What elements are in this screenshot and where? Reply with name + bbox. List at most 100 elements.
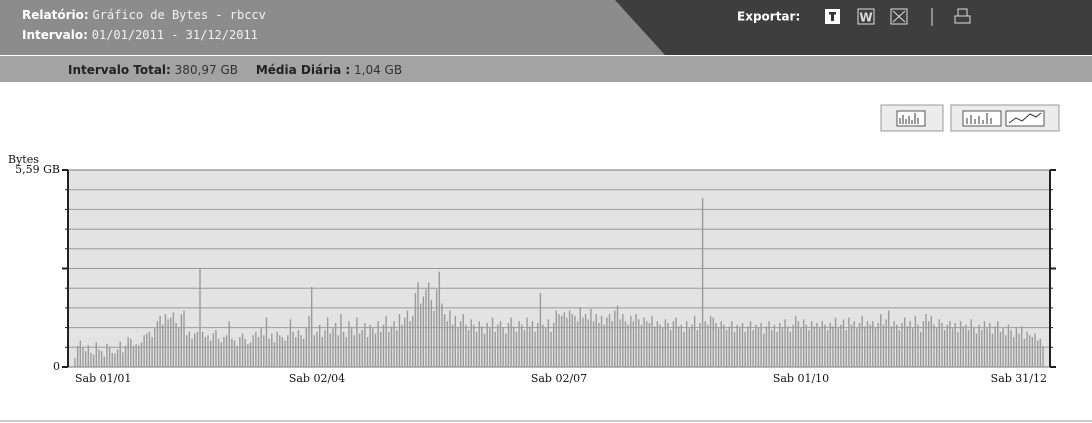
bar xyxy=(880,314,882,367)
bar xyxy=(739,328,741,367)
bar xyxy=(337,335,339,367)
bar xyxy=(978,324,980,367)
bar xyxy=(603,324,605,367)
bar xyxy=(802,319,805,367)
bar xyxy=(241,333,244,367)
bar xyxy=(454,315,456,367)
bar xyxy=(904,317,906,367)
bar xyxy=(374,333,377,367)
total-value: 380,97 GB xyxy=(175,63,238,77)
bar xyxy=(284,340,286,367)
bar xyxy=(1013,337,1015,367)
bar xyxy=(582,317,584,367)
bar xyxy=(507,322,510,367)
bar xyxy=(731,321,733,367)
export-excel[interactable] xyxy=(890,8,908,25)
daily-value: 1,04 GB xyxy=(354,63,402,77)
export-word[interactable]: W xyxy=(857,8,875,25)
bar xyxy=(558,314,560,367)
bar xyxy=(566,317,568,367)
bar xyxy=(616,305,619,367)
bar xyxy=(340,314,342,367)
bar xyxy=(300,335,302,367)
bar xyxy=(358,333,361,367)
bar xyxy=(669,329,672,367)
bar xyxy=(276,331,278,367)
bar xyxy=(132,345,135,367)
bar xyxy=(233,340,236,367)
bar xyxy=(465,324,467,367)
bar xyxy=(949,321,951,367)
bar xyxy=(537,322,539,367)
bar xyxy=(255,331,257,367)
bar xyxy=(478,321,480,367)
bar xyxy=(1026,331,1028,367)
bar xyxy=(303,338,305,367)
bar xyxy=(74,358,76,367)
bar xyxy=(925,314,927,367)
bar xyxy=(834,317,837,367)
bar xyxy=(430,300,433,367)
chart: 0 5,59 GB Sab 01/01 Sab 02/04 Sab 02/07 Sab 0… xyxy=(15,163,1056,385)
bar xyxy=(87,345,89,367)
bar xyxy=(414,292,417,367)
bar xyxy=(470,319,472,367)
bar xyxy=(850,324,853,367)
bar xyxy=(728,326,730,367)
bar xyxy=(305,328,308,367)
bar xyxy=(662,328,664,367)
bar xyxy=(244,338,246,367)
bar xyxy=(651,315,653,367)
bar xyxy=(986,328,988,367)
bar xyxy=(675,317,677,367)
bar xyxy=(555,310,558,367)
bar xyxy=(954,322,956,367)
bar xyxy=(505,333,507,367)
bar xyxy=(212,333,214,367)
bar xyxy=(989,322,991,367)
bar xyxy=(552,322,555,367)
bar xyxy=(896,324,898,367)
bar xyxy=(345,337,347,367)
bar xyxy=(271,333,273,367)
bar xyxy=(813,326,815,367)
bar xyxy=(82,347,84,367)
x-tick-label: Sab 31/12 xyxy=(991,372,1047,385)
bar xyxy=(350,328,353,367)
bar xyxy=(943,329,946,367)
bar xyxy=(818,328,821,367)
bar xyxy=(90,352,92,367)
bar xyxy=(217,338,220,367)
bar xyxy=(970,319,972,367)
print-button[interactable] xyxy=(954,8,971,24)
bar xyxy=(747,326,749,367)
bar xyxy=(781,328,784,367)
bar xyxy=(909,321,911,367)
bar xyxy=(369,324,371,367)
bar xyxy=(446,321,449,367)
bar xyxy=(701,197,704,367)
bar xyxy=(361,329,363,367)
bar xyxy=(518,321,520,367)
bar xyxy=(1031,337,1034,367)
bar xyxy=(744,331,746,367)
bar xyxy=(265,317,268,367)
bar xyxy=(869,324,871,367)
bar xyxy=(683,331,685,367)
bar xyxy=(1010,329,1012,367)
bar xyxy=(396,329,398,367)
bar xyxy=(1039,338,1042,367)
export-txt[interactable] xyxy=(825,9,840,24)
bar xyxy=(438,271,441,367)
bar xyxy=(318,324,321,367)
bar xyxy=(1007,324,1010,367)
x-tick-label: Sab 02/07 xyxy=(531,372,587,385)
bar xyxy=(696,329,698,367)
bar xyxy=(398,314,401,367)
bar xyxy=(475,331,478,367)
bar xyxy=(882,324,885,367)
bar xyxy=(457,328,459,367)
bar xyxy=(119,341,121,367)
view-bars-button[interactable] xyxy=(880,104,944,132)
view-combined-button[interactable] xyxy=(950,104,1060,132)
